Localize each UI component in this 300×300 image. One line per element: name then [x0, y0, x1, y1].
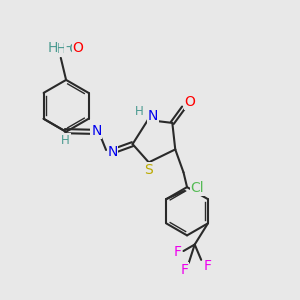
Text: N: N	[148, 109, 158, 123]
Text: H: H	[61, 134, 70, 147]
Text: H: H	[48, 41, 58, 55]
Text: H: H	[56, 42, 66, 56]
Text: O: O	[72, 41, 83, 55]
Text: N: N	[107, 145, 118, 159]
Text: S: S	[144, 163, 153, 177]
Text: N: N	[91, 124, 101, 138]
Text: Cl: Cl	[190, 181, 204, 195]
Text: F: F	[174, 245, 182, 260]
Text: -O: -O	[64, 42, 81, 56]
Text: H: H	[135, 105, 144, 118]
Text: F: F	[204, 259, 212, 273]
Text: F: F	[180, 263, 188, 277]
Text: -: -	[65, 41, 70, 55]
Text: O: O	[184, 95, 195, 109]
